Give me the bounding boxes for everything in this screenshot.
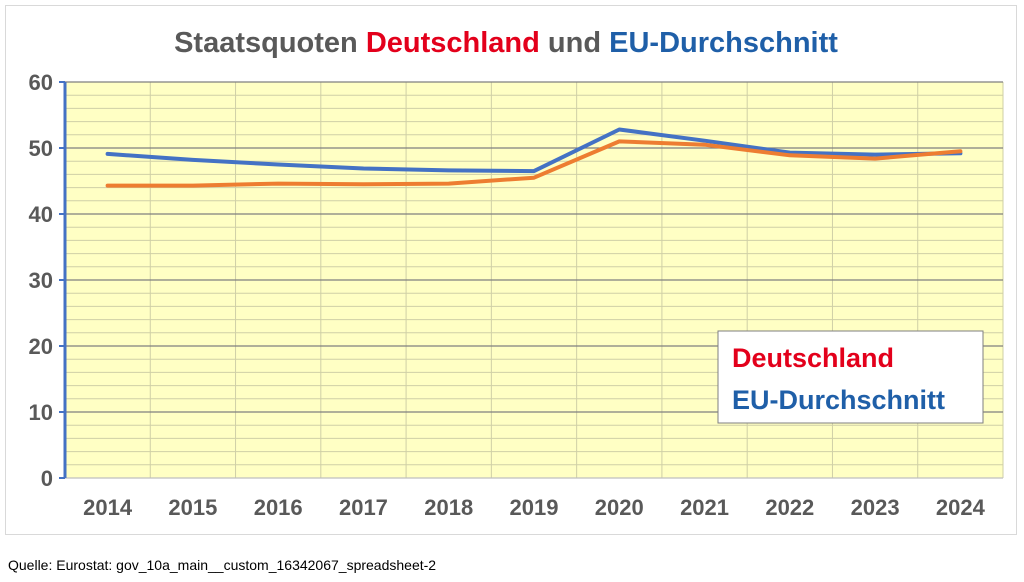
title-prefix: Staatsquoten — [174, 27, 366, 59]
series-line-eu-durchschnitt — [105, 127, 963, 174]
x-tick-label: 2017 — [339, 495, 388, 520]
chart-frame: Staatsquoten Deutschland und EU-Durchsch… — [5, 5, 1017, 535]
legend-box — [717, 330, 984, 424]
x-tick-label: 2024 — [936, 495, 986, 520]
x-tick-label: 2023 — [851, 495, 900, 520]
x-tick-label: 2014 — [83, 495, 133, 520]
x-tick-label: 2019 — [510, 495, 559, 520]
y-tick-label: 20 — [29, 334, 53, 359]
legend-entry-eu: EU-Durchschnitt — [732, 385, 945, 415]
y-tick-label: 0 — [41, 466, 53, 491]
title-middle: und — [540, 27, 609, 59]
y-tick-label: 60 — [29, 70, 53, 95]
y-tick-label: 30 — [29, 268, 53, 293]
x-tick-label: 2018 — [424, 495, 473, 520]
y-tick-label: 40 — [29, 202, 53, 227]
legend-entry-deutschland: Deutschland — [732, 343, 894, 373]
x-tick-label: 2021 — [680, 495, 729, 520]
series-line-deutschland — [105, 139, 963, 188]
chart: Staatsquoten Deutschland und EU-Durchsch… — [29, 27, 1004, 520]
y-tick-label: 10 — [29, 400, 53, 425]
x-tick-label: 2016 — [254, 495, 303, 520]
series-lines — [105, 127, 963, 188]
chart-title: Staatsquoten Deutschland und EU-Durchsch… — [174, 27, 838, 59]
legend: Deutschland EU-Durchschnitt — [717, 330, 984, 424]
y-tick-label: 50 — [29, 136, 53, 161]
x-tick-label: 2022 — [765, 495, 814, 520]
x-axis-tick-labels: 2014 2015 2016 2017 2018 2019 2020 2021 2022 2023… — [83, 495, 985, 520]
source-note: Quelle: Eurostat: gov_10a_main__custom_1… — [8, 557, 437, 573]
x-tick-label: 2020 — [595, 495, 644, 520]
title-eu: EU-Durchschnitt — [609, 27, 838, 59]
title-deutschland: Deutschland — [366, 27, 540, 59]
x-tick-label: 2015 — [168, 495, 217, 520]
y-axis-tick-labels: 0 10 20 30 40 50 60 — [29, 70, 53, 491]
